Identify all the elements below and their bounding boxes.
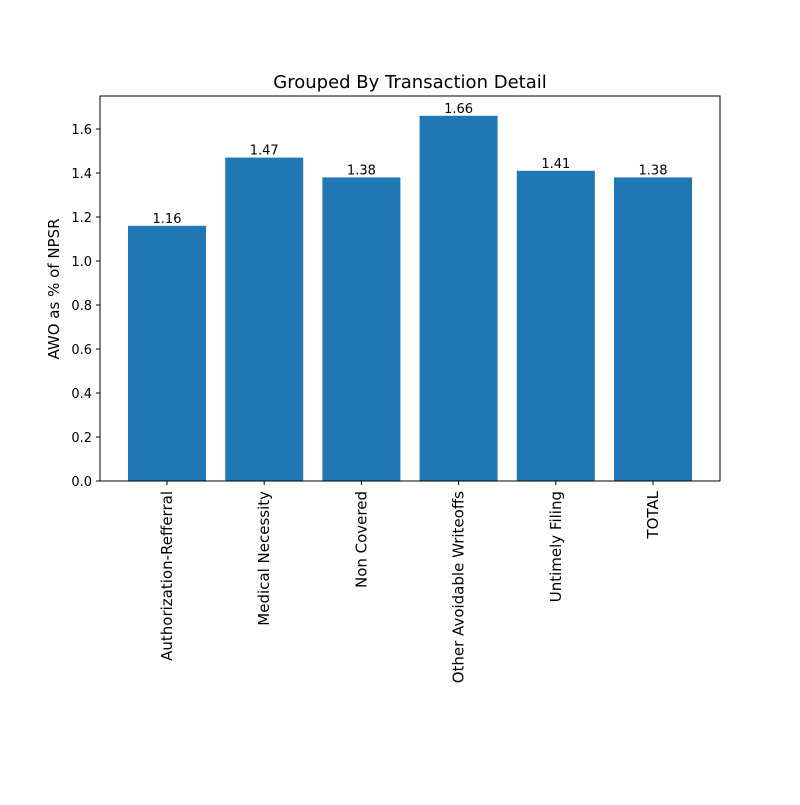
x-category-label: Other Avoidable Writeoffs	[450, 491, 468, 683]
y-tick-label: 1.6	[71, 123, 92, 138]
y-tick-label: 0.2	[71, 431, 92, 446]
x-category-label: Authorization-Refferral	[158, 491, 176, 661]
y-tick-label: 0.6	[71, 343, 92, 358]
x-category-label: Non Covered	[352, 491, 370, 588]
bar	[225, 157, 304, 481]
bar	[614, 177, 692, 481]
y-tick-label: 0.0	[71, 475, 92, 490]
bar-value-label: 1.38	[639, 163, 668, 178]
x-category-label: TOTAL	[644, 490, 662, 539]
bar	[516, 170, 595, 482]
x-category-label: Untimely Filing	[547, 491, 565, 602]
y-tick-label: 1.0	[71, 255, 92, 270]
plot-frame	[99, 95, 721, 482]
bar-value-label: 1.41	[541, 157, 570, 172]
chart-title: Grouped By Transaction Detail	[273, 72, 546, 93]
bar-value-label: 1.38	[347, 163, 376, 178]
bar-value-label: 1.47	[250, 144, 279, 159]
y-tick-label: 1.2	[71, 211, 92, 226]
bar	[322, 177, 401, 481]
bar	[128, 225, 206, 481]
y-axis-label: AWO as % of NPSR	[45, 218, 63, 359]
bar-series	[128, 115, 692, 482]
bar-value-label: 1.16	[153, 212, 182, 227]
bar	[419, 115, 498, 482]
y-tick-label: 0.8	[71, 299, 92, 314]
x-axis-categories: Authorization-Refferral Medical Necessity…	[158, 481, 662, 683]
data-labels: 1.16 1.47 1.38 1.66 1.41 1.38	[153, 102, 668, 227]
bar-value-label: 1.66	[444, 102, 473, 117]
y-tick-label: 1.4	[71, 167, 92, 182]
x-category-label: Medical Necessity	[255, 491, 273, 626]
y-axis-ticks: 0.0 0.2 0.4 0.6 0.8 1.0 1.2 1.4 1.6	[71, 123, 100, 490]
y-tick-label: 0.4	[71, 387, 92, 402]
